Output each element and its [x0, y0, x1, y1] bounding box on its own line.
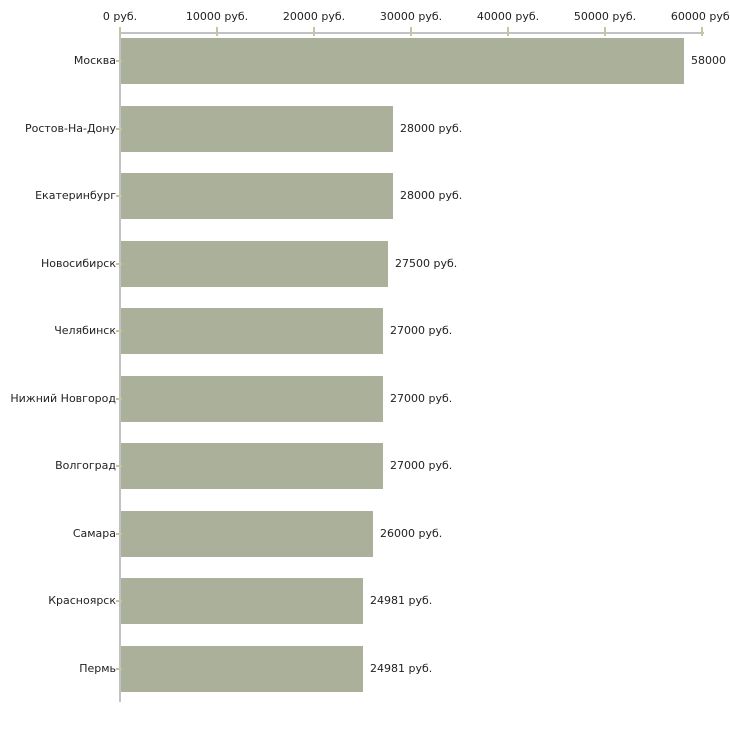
x-axis-tick-label: 60000 руб. [670, 10, 730, 23]
bar-7 [121, 443, 383, 489]
bar-value-label: 26000 руб. [380, 526, 443, 540]
x-axis-tick [313, 27, 315, 36]
bar-value-label: 27000 руб. [390, 324, 453, 337]
bar-8 [121, 510, 373, 557]
bar-2 [121, 105, 393, 152]
y-axis-tick [116, 127, 122, 130]
y-axis-tick [116, 330, 122, 332]
category-label: Красноярск [48, 594, 116, 607]
bar-5 [121, 308, 383, 354]
x-axis-tick [507, 27, 509, 36]
category-label: Волгоград [55, 459, 116, 472]
x-axis-tick-label: 0 руб. [102, 10, 138, 23]
bar-value-label: 27500 руб. [395, 256, 458, 270]
y-axis-line [119, 32, 121, 702]
bar-3 [121, 173, 393, 219]
x-axis-tick-label: 10000 руб. [185, 10, 249, 23]
y-axis-tick [116, 262, 122, 265]
x-axis-tick [701, 27, 703, 36]
bar-value-label: 27000 руб. [390, 459, 453, 472]
bar-value-label: 28000 руб. [400, 121, 463, 135]
x-axis-tick-label: 50000 руб. [573, 10, 637, 23]
bar-value-label: 27000 руб. [390, 391, 453, 405]
y-axis-tick [116, 600, 122, 602]
category-label: Пермь [79, 661, 116, 675]
bar-6 [121, 375, 383, 422]
y-axis-tick [116, 195, 122, 197]
category-label: Нижний Новгород [10, 391, 116, 405]
y-axis-tick [116, 397, 122, 400]
y-axis-tick [116, 532, 122, 535]
bar-value-label: 24981 руб. [370, 661, 433, 675]
bar-9 [121, 578, 363, 624]
category-label: Челябинск [54, 324, 116, 337]
x-axis-tick [216, 27, 218, 36]
y-axis-tick [116, 465, 122, 467]
y-axis-tick [116, 667, 122, 670]
x-axis-tick [119, 27, 121, 36]
y-axis-tick [116, 60, 122, 62]
bar-1 [121, 38, 684, 84]
bar-value-label: 28000 руб. [400, 189, 463, 202]
bar-10 [121, 645, 363, 692]
x-axis-tick [410, 27, 412, 36]
x-axis-tick [604, 27, 606, 36]
category-label: Ростов-На-Дону [24, 121, 116, 135]
x-axis-tick-label: 30000 руб. [379, 10, 443, 23]
bar-value-label: 24981 руб. [370, 594, 433, 607]
bar-4 [121, 240, 388, 287]
bar-value-label: 58000 руб. [691, 54, 730, 67]
x-axis-tick-label: 40000 руб. [476, 10, 540, 23]
x-axis-tick-label: 20000 руб. [282, 10, 346, 23]
category-label: Екатеринбург [35, 189, 116, 202]
category-label: Самара [72, 526, 116, 540]
category-label: Новосибирск [40, 256, 116, 270]
category-label: Москва [73, 54, 116, 67]
